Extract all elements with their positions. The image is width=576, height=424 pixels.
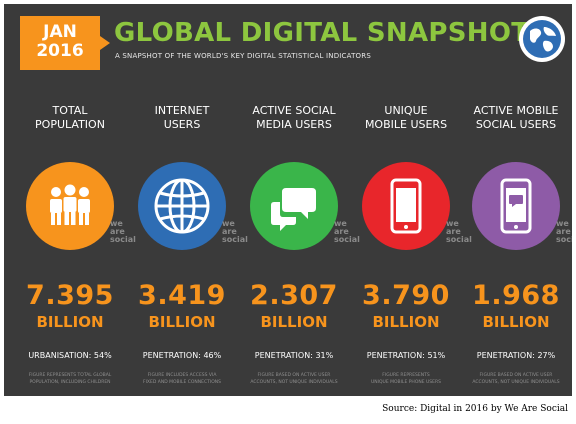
brand-watermark: we are social: [222, 219, 248, 244]
page-subtitle: A SNAPSHOT OF THE WORLD'S KEY DIGITAL ST…: [115, 52, 371, 60]
globe-logo-icon: [519, 16, 565, 62]
date-year: 2016: [36, 41, 84, 61]
stat-column-social: ACTIVE SOCIAL MEDIA USERS we are social …: [238, 104, 360, 396]
brand-line1: we: [446, 219, 459, 228]
brand-line1: we: [110, 219, 123, 228]
stat-column-mobile: UNIQUE MOBILE USERS we are social 3.790 …: [350, 104, 472, 396]
footnote-line2: POPULATION, INCLUDING CHILDREN: [29, 380, 111, 385]
column-label: TOTAL POPULATION: [14, 104, 126, 132]
brand-watermark: we are social: [334, 219, 360, 244]
footnote-line2: ACCOUNTS, NOT UNIQUE INDIVIDUALS: [250, 380, 338, 385]
column-label-line1: ACTIVE SOCIAL: [252, 104, 336, 117]
brand-line3: social: [556, 235, 572, 244]
stat-footnote: FIGURE INCLUDES ACCESS VIA FIXED AND MOB…: [128, 372, 236, 386]
brand-line2: are: [222, 227, 237, 236]
people-icon: [26, 162, 114, 250]
footnote-line2: UNIQUE MOBILE PHONE USERS: [371, 380, 441, 385]
stat-column-mobile-social: ACTIVE MOBILE SOCIAL USERS we are social…: [460, 104, 572, 396]
stat-footnote: FIGURE REPRESENTS UNIQUE MOBILE PHONE US…: [352, 372, 460, 386]
brand-line3: social: [446, 235, 472, 244]
brand-watermark: we are social: [556, 220, 572, 244]
column-label-line2: POPULATION: [35, 118, 105, 131]
stat-footnote: FIGURE BASED ON ACTIVE USER ACCOUNTS, NO…: [462, 372, 570, 386]
mobile-phone-icon: [362, 162, 450, 250]
column-label: ACTIVE SOCIAL MEDIA USERS: [238, 104, 350, 132]
column-label: INTERNET USERS: [126, 104, 238, 132]
column-label-line1: UNIQUE: [384, 104, 428, 117]
brand-line2: are: [556, 227, 571, 236]
footnote-line2: ACCOUNTS, NOT UNIQUE INDIVIDUALS: [472, 380, 560, 385]
stat-footnote: FIGURE REPRESENTS TOTAL GLOBAL POPULATIO…: [16, 372, 124, 386]
stat-secondary: PENETRATION: 46%: [142, 351, 222, 360]
globe-icon: [138, 162, 226, 250]
column-label-line2: MOBILE USERS: [364, 118, 448, 131]
stat-value: 3.790: [362, 280, 450, 311]
brand-watermark: we are social: [110, 219, 136, 244]
date-month: JAN: [43, 22, 77, 42]
brand-line1: we: [556, 219, 569, 228]
stat-secondary: PENETRATION: 51%: [366, 351, 446, 360]
page-title: GLOBAL DIGITAL SNAPSHOT: [114, 18, 530, 48]
stat-value: 7.395: [26, 280, 114, 311]
infographic-card: JAN 2016 GLOBAL DIGITAL SNAPSHOT A SNAPS…: [4, 4, 572, 396]
brand-line1: we: [334, 219, 347, 228]
stat-footnote: FIGURE BASED ON ACTIVE USER ACCOUNTS, NO…: [240, 372, 348, 386]
stat-unit: BILLION: [372, 313, 440, 331]
brand-line2: are: [446, 227, 461, 236]
footnote-line1: FIGURE REPRESENTS TOTAL GLOBAL: [28, 373, 112, 378]
stat-value: 1.968: [472, 280, 560, 311]
footnote-line1: FIGURE REPRESENTS: [382, 373, 430, 378]
source-caption: Source: Digital in 2016 by We Are Social: [382, 404, 568, 414]
column-label-line2: USERS: [163, 118, 201, 131]
brand-line1: we: [222, 219, 235, 228]
mobile-chat-icon: [472, 162, 560, 250]
brand-line3: social: [222, 235, 248, 244]
column-label-line2: MEDIA USERS: [256, 118, 332, 131]
footnote-line1: FIGURE BASED ON ACTIVE USER: [479, 373, 553, 378]
column-label-line1: TOTAL: [52, 104, 88, 117]
footnote-line1: FIGURE BASED ON ACTIVE USER: [257, 373, 331, 378]
footnote-line1: FIGURE INCLUDES ACCESS VIA: [147, 373, 217, 378]
footnote-line2: FIXED AND MOBILE CONNECTIONS: [143, 380, 221, 385]
stat-unit: BILLION: [482, 313, 550, 331]
chat-bubbles-icon: [250, 162, 338, 250]
stat-unit: BILLION: [260, 313, 328, 331]
brand-line2: are: [110, 227, 125, 236]
column-label: UNIQUE MOBILE USERS: [350, 104, 462, 132]
stat-unit: BILLION: [148, 313, 216, 331]
stat-column-population: TOTAL POPULATION we are social 7.395 BIL…: [14, 104, 136, 396]
brand-watermark: we are social: [446, 219, 472, 244]
brand-line3: social: [334, 235, 360, 244]
column-label-line2: SOCIAL USERS: [475, 118, 557, 131]
stat-column-internet: INTERNET USERS we are social 3.419 BILLI…: [126, 104, 248, 396]
column-label-line1: INTERNET: [154, 104, 210, 117]
column-label-line1: ACTIVE MOBILE: [473, 104, 559, 117]
stat-unit: BILLION: [36, 313, 104, 331]
column-label: ACTIVE MOBILE SOCIAL USERS: [460, 104, 572, 132]
date-badge: JAN 2016: [20, 16, 110, 70]
brand-line3: social: [110, 235, 136, 244]
brand-line2: are: [334, 227, 349, 236]
stat-secondary: URBANISATION: 54%: [28, 351, 112, 360]
stat-value: 2.307: [250, 280, 338, 311]
stat-value: 3.419: [138, 280, 226, 311]
stat-secondary: PENETRATION: 27%: [476, 351, 556, 360]
stat-secondary: PENETRATION: 31%: [254, 351, 334, 360]
